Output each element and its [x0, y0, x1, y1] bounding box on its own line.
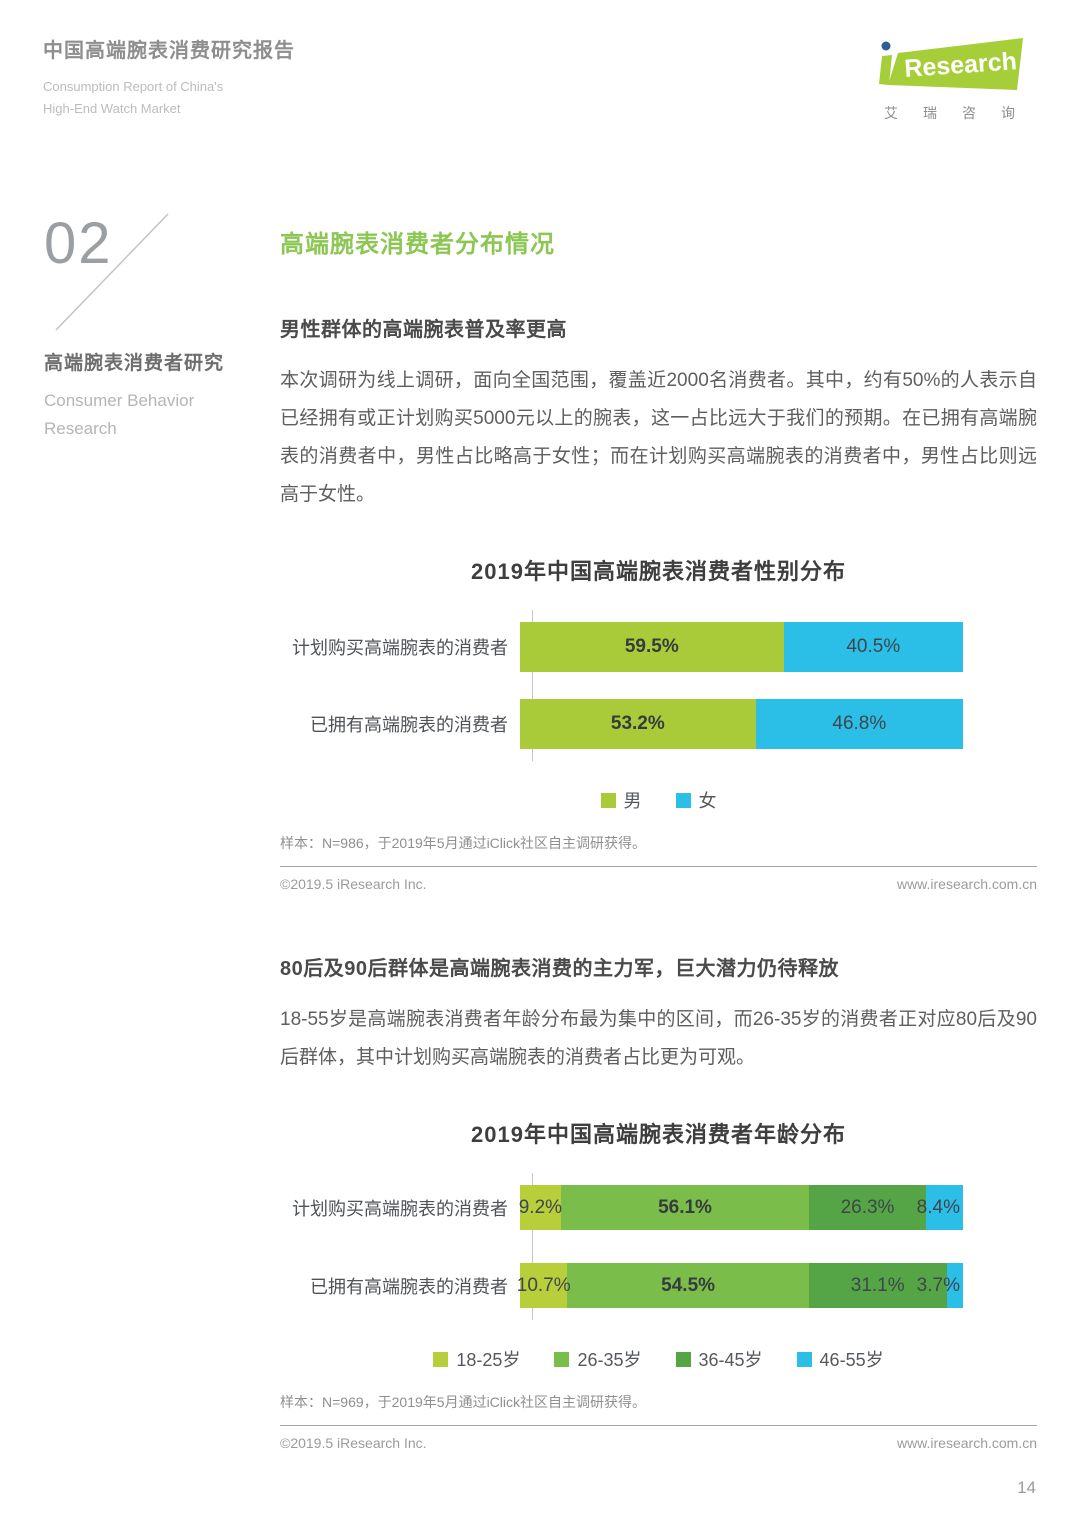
sidebar: 02 高端腕表消费者研究 Consumer Behavior Research	[0, 116, 280, 1451]
value-label: 40.5%	[846, 636, 901, 657]
iresearch-logo-icon: Research	[879, 38, 1023, 90]
legend-swatch	[796, 1351, 812, 1367]
legend-item: 46-55岁	[796, 1346, 884, 1372]
legend-swatch	[675, 1351, 691, 1367]
age-chart-legend: 18-25岁 26-35岁 36-45岁 46-55岁	[280, 1346, 1037, 1372]
footer-divider	[280, 1425, 1037, 1426]
gender-chart: 2019年中国高端腕表消费者性别分布 计划购买高端腕表的消费者 59.5% 40.5…	[280, 554, 1037, 892]
bar-segment: 10.7%	[517, 1263, 571, 1308]
legend-swatch	[554, 1351, 570, 1367]
section2-paragraph: 18-55岁是高端腕表消费者年龄分布最为集中的区间，而26-35岁的消费者正对应…	[280, 1009, 1037, 1068]
age-sample-note: 样本：N=969，于2019年5月通过iClick社区自主调研获得。	[280, 1394, 647, 1410]
gender-sample-note: 样本：N=986，于2019年5月通过iClick社区自主调研获得。	[280, 835, 647, 851]
copyright-text: ©2019.5 iResearch Inc.	[280, 1435, 427, 1451]
iresearch-logo: Research 艾瑞咨询	[876, 34, 1040, 121]
gender-chart-title: 2019年中国高端腕表消费者性别分布	[471, 559, 846, 584]
gender-chart-bars: 计划购买高端腕表的消费者 59.5% 40.5% 已拥有高端腕表的消费者 53.2% 46…	[280, 610, 1037, 761]
bar-segment: 56.1%	[560, 1185, 810, 1230]
value-label: 46.8%	[832, 713, 887, 734]
page-title: 高端腕表消费者分布情况	[280, 231, 555, 258]
category-label: 已拥有高端腕表的消费者	[310, 715, 508, 735]
bar-segment: 9.2%	[518, 1185, 563, 1230]
value-label: 3.7%	[916, 1274, 960, 1296]
bar-segment: 26.3%	[809, 1185, 926, 1230]
sidebar-subtitle-line2: Research	[44, 419, 117, 438]
value-label: 9.2%	[518, 1196, 563, 1218]
gender-chart-legend: 男女	[280, 787, 1037, 813]
category-label: 计划购买高端腕表的消费者	[292, 1198, 508, 1219]
legend-item: 36-45岁	[675, 1346, 763, 1372]
legend-item: 女	[675, 787, 717, 813]
value-label: 8.4%	[916, 1196, 960, 1218]
value-label: 54.5%	[661, 1274, 716, 1296]
value-label: 53.2%	[610, 713, 665, 734]
category-label: 已拥有高端腕表的消费者	[310, 1276, 508, 1297]
sidebar-subtitle-line1: Consumer Behavior	[44, 391, 195, 410]
value-label: 26.3%	[840, 1196, 895, 1218]
content-column: 高端腕表消费者分布情况 男性群体的高端腕表普及率更高 本次调研为线上调研，面向全…	[280, 116, 1080, 1451]
category-label: 计划购买高端腕表的消费者	[292, 638, 508, 658]
age-chart: 2019年中国高端腕表消费者年龄分布 计划购买高端腕表的消费者 9.2% 56.1%…	[280, 1117, 1037, 1451]
page-number: 14	[1017, 1478, 1036, 1497]
legend-swatch	[675, 792, 691, 808]
chart-row: 已拥有高端腕表的消费者 10.7% 54.5% 31.1% 3.7%	[280, 1263, 1037, 1308]
chart-row: 计划购买高端腕表的消费者 9.2% 56.1% 26.3% 8.4%	[280, 1185, 1037, 1230]
age-chart-title: 2019年中国高端腕表消费者年龄分布	[471, 1122, 846, 1147]
value-label: 10.7%	[516, 1274, 571, 1296]
legend-swatch	[433, 1351, 449, 1367]
logo-chinese-name: 艾瑞咨询	[884, 105, 1040, 121]
copyright-text: ©2019.5 iResearch Inc.	[280, 876, 427, 892]
bar-segment: 59.5%	[520, 622, 784, 672]
stacked-bar: 9.2% 56.1% 26.3% 8.4%	[518, 1185, 963, 1230]
value-label: 59.5%	[624, 636, 679, 657]
report-subtitle-line1: Consumption Report of China's	[43, 79, 224, 94]
stacked-bar: 10.7% 54.5% 31.1% 3.7%	[517, 1263, 963, 1308]
header-titles: 中国高端腕表消费研究报告 Consumption Report of China…	[43, 34, 295, 116]
stacked-bar: 59.5% 40.5%	[520, 622, 963, 672]
bar-segment: 40.5%	[783, 622, 963, 672]
diagonal-line-icon	[55, 213, 169, 331]
section1-paragraph: 本次调研为线上调研，面向全国范围，覆盖近2000名消费者。其中，约有50%的人表…	[280, 370, 1037, 505]
legend-label: 46-55岁	[819, 1350, 884, 1370]
legend-label: 女	[698, 791, 717, 811]
bar-segment: 31.1%	[808, 1263, 947, 1308]
sidebar-section-title: 高端腕表消费者研究	[44, 353, 225, 374]
value-label: 31.1%	[850, 1274, 905, 1296]
legend-label: 18-25岁	[456, 1350, 521, 1370]
bar-segment: 8.4%	[917, 1185, 963, 1230]
bar-segment: 3.7%	[917, 1263, 963, 1308]
stacked-bar: 53.2% 46.8%	[520, 699, 963, 749]
page-body: 02 高端腕表消费者研究 Consumer Behavior Research …	[0, 116, 1080, 1451]
legend-label: 26-35岁	[577, 1350, 642, 1370]
legend-label: 男	[623, 791, 642, 811]
value-label: 56.1%	[658, 1196, 712, 1218]
chart-row: 计划购买高端腕表的消费者 59.5% 40.5%	[280, 622, 1037, 672]
section-number: 02	[44, 211, 113, 276]
chart-row: 已拥有高端腕表的消费者 53.2% 46.8%	[280, 699, 1037, 749]
report-subtitle: Consumption Report of China's High-End W…	[43, 76, 295, 120]
report-title: 中国高端腕表消费研究报告	[43, 40, 295, 62]
sidebar-section-subtitle: Consumer Behavior Research	[44, 387, 280, 443]
legend-item: 18-25岁	[433, 1346, 520, 1372]
footer-divider	[280, 866, 1037, 867]
chart-footer: ©2019.5 iResearch Inc. www.iresearch.com…	[280, 1426, 1037, 1451]
website-url: www.iresearch.com.cn	[896, 1435, 1037, 1451]
bar-segment: 53.2%	[520, 699, 756, 749]
bar-segment: 46.8%	[755, 699, 963, 749]
page-header: 中国高端腕表消费研究报告 Consumption Report of China…	[0, 0, 1080, 121]
legend-item: 26-35岁	[554, 1346, 642, 1372]
age-chart-bars: 计划购买高端腕表的消费者 9.2% 56.1% 26.3% 8.4% 已拥有高端腕表的消费…	[280, 1173, 1037, 1320]
section-number-block: 02	[44, 208, 280, 336]
legend-item: 男	[600, 787, 642, 813]
legend-swatch	[600, 792, 616, 808]
legend-label: 36-45岁	[698, 1350, 763, 1370]
report-subtitle-line2: High-End Watch Market	[43, 101, 181, 116]
website-url: www.iresearch.com.cn	[896, 876, 1037, 892]
section2-heading: 80后及90后群体是高端腕表消费的主力军，巨大潜力仍待释放	[280, 958, 839, 980]
chart-footer: ©2019.5 iResearch Inc. www.iresearch.com…	[280, 867, 1037, 892]
bar-segment: 54.5%	[567, 1263, 809, 1308]
section1-heading: 男性群体的高端腕表普及率更高	[280, 319, 567, 341]
